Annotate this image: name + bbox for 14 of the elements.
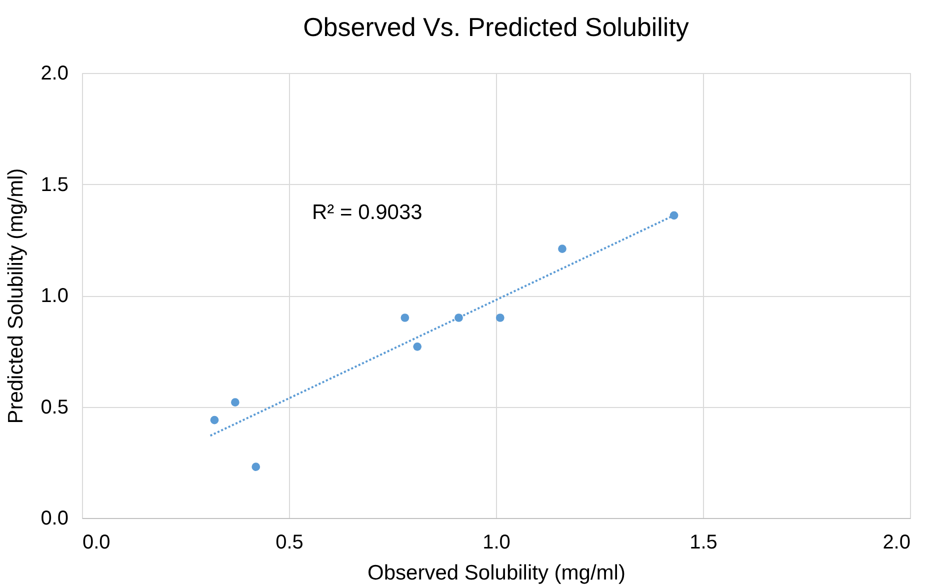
y-tick-label: 2.0: [40, 62, 68, 84]
y-axis-title: Predicted Solubility (mg/ml): [4, 168, 28, 424]
y-tick-label: 1.5: [40, 174, 68, 196]
x-tick-label: 2.0: [882, 532, 910, 554]
x-tick-label: 0.5: [276, 532, 304, 554]
x-tick-label: 0.0: [82, 532, 110, 554]
chart-title: Observed Vs. Predicted Solubility: [303, 12, 689, 42]
y-tick-label: 0.0: [40, 508, 68, 530]
x-tick-label: 1.0: [482, 532, 510, 554]
annotation: R² = 0.9033: [312, 201, 422, 224]
x-axis-title: Observed Solubility (mg/ml): [368, 562, 626, 584]
x-tick-label: 1.5: [690, 532, 718, 554]
y-tick-label: 0.5: [40, 396, 68, 418]
y-tick-label: 1.0: [40, 285, 68, 307]
